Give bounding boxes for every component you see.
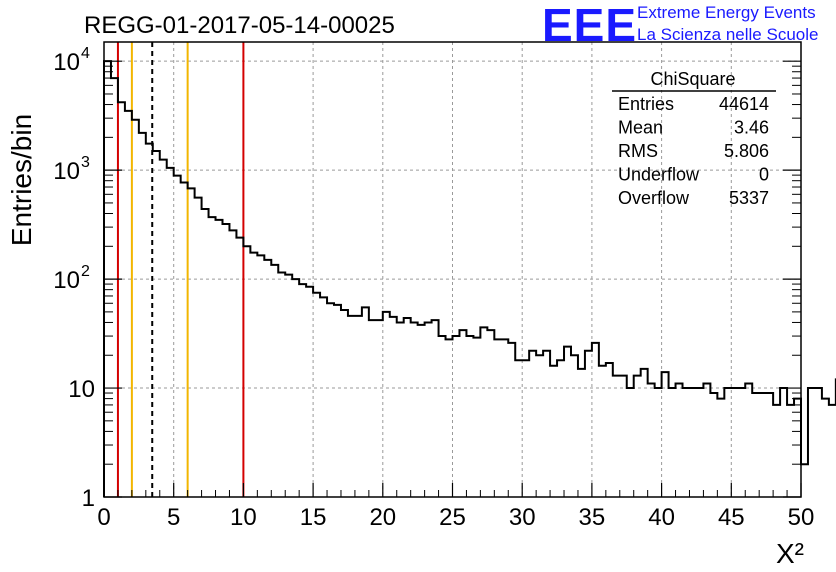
- axis-ticks: [103, 60, 802, 498]
- histogram-series: [103, 60, 836, 497]
- stats-row-label: Entries: [618, 94, 674, 114]
- stats-row-value: 44614: [719, 94, 769, 114]
- stats-row-label: Mean: [618, 118, 663, 138]
- histogram-bins: [104, 61, 836, 464]
- x-tick-label: 45: [718, 504, 745, 531]
- x-tick-label: 30: [509, 504, 536, 531]
- stats-row-value: 3.46: [734, 118, 769, 138]
- logo-subtitle-1: Extreme Energy Events: [637, 3, 816, 22]
- grid: [104, 42, 801, 497]
- y-tick-exponent: 4: [81, 45, 90, 62]
- y-tick-label: 10: [53, 49, 80, 76]
- y-axis-label: Entries/bin: [6, 114, 37, 246]
- stats-row-value: 5.806: [724, 141, 769, 161]
- x-tick-labels: 0 5 10 15 20 25 30 35 40 45 50: [97, 504, 814, 531]
- y-tick-label: 10: [53, 158, 80, 185]
- x-tick-label: 50: [788, 504, 815, 531]
- x-tick-label: 0: [97, 504, 110, 531]
- stats-box: ChiSquare Entries 44614 Mean 3.46 RMS 5.806 Un…: [612, 69, 776, 208]
- chart-title: REGG-01-2017-05-14-00025: [84, 12, 395, 39]
- eee-logo: EEE: [542, 0, 637, 51]
- y-tick-label: 10: [68, 376, 95, 403]
- x-tick-label: 25: [439, 504, 466, 531]
- stats-row-label: Overflow: [618, 188, 690, 208]
- stats-row-value: 0: [759, 165, 769, 185]
- stats-row-label: RMS: [618, 141, 658, 161]
- x-tick-label: 10: [230, 504, 257, 531]
- y-tick-exponent: 3: [81, 154, 90, 171]
- y-tick-label: 1: [82, 485, 95, 512]
- logo-subtitle-2: La Scienza nelle Scuole: [637, 25, 818, 44]
- x-tick-label: 35: [579, 504, 606, 531]
- stats-row-value: 5337: [729, 188, 769, 208]
- x-axis-label: X²: [776, 538, 804, 569]
- y-tick-exponent: 2: [81, 263, 90, 280]
- x-tick-label: 40: [648, 504, 675, 531]
- x-tick-label: 20: [369, 504, 396, 531]
- x-tick-label: 5: [167, 504, 180, 531]
- reference-lines: [116, 42, 245, 497]
- stats-row-label: Underflow: [618, 165, 700, 185]
- y-tick-label: 10: [53, 267, 80, 294]
- x-tick-label: 15: [300, 504, 327, 531]
- stats-rows: Entries 44614 Mean 3.46 RMS 5.806 Underflow 0 Ov…: [618, 94, 769, 208]
- stats-title: ChiSquare: [650, 69, 735, 89]
